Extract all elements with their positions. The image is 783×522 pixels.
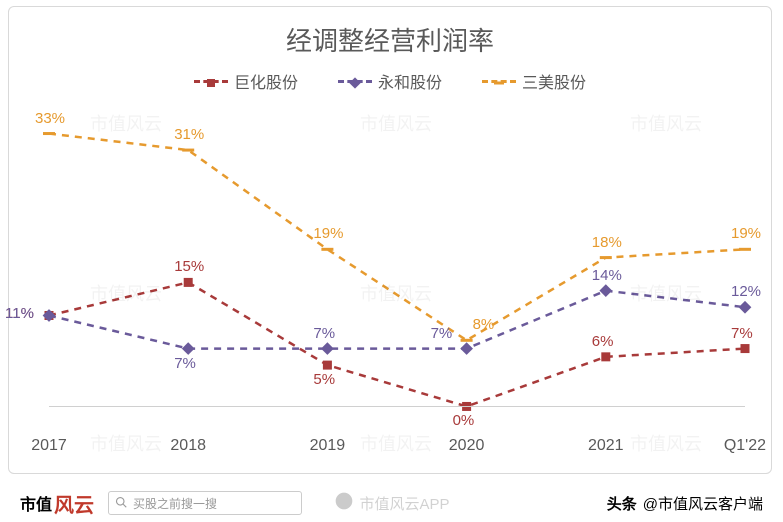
legend-item: 三美股份 (482, 69, 586, 93)
x-axis-label: 2018 (158, 437, 218, 455)
series-marker (739, 301, 752, 314)
data-label: 5% (313, 371, 335, 388)
x-axis-labels: 20172018201920202021Q1'22 (49, 437, 745, 455)
series-marker (323, 361, 332, 370)
chart-frame: 经调整经营利润率 巨化股份永和股份三美股份 11%15%5%0%6%7%11%7… (8, 6, 772, 474)
footer-center-text: 市值风云APP (359, 493, 449, 514)
search-icon (115, 496, 127, 511)
footer-center: 市值风云APP (333, 491, 449, 515)
series-marker (601, 352, 610, 361)
search-placeholder: 买股之前搜一搜 (133, 495, 217, 512)
chart-svg (49, 117, 745, 423)
series-marker (460, 342, 473, 355)
footer-handle: @市值风云客户端 (643, 493, 763, 514)
x-axis-label: 2020 (437, 437, 497, 455)
series-line (49, 282, 745, 406)
series-marker (321, 248, 333, 251)
data-label: 31% (174, 126, 204, 143)
series-marker (321, 342, 334, 355)
data-label: 7% (313, 325, 335, 342)
plot-area: 11%15%5%0%6%7%11%7%7%7%14%12%33%31%19%8%… (49, 117, 745, 423)
weibo-icon (333, 491, 353, 515)
series-line (49, 291, 745, 349)
legend-label: 巨化股份 (234, 69, 298, 93)
footer-logo-suffix-icon: 风云 (54, 489, 94, 518)
chart-title: 经调整经营利润率 (9, 21, 771, 58)
series-line (49, 134, 745, 341)
footer-logo-text: 市值 (20, 491, 52, 515)
footer-bar: 市值 风云 买股之前搜一搜 市值风云APP 头条 @市值风云客户端 (0, 484, 783, 522)
footer-logo: 市值 风云 (20, 489, 94, 518)
x-axis-label: 2019 (297, 437, 357, 455)
data-label: 7% (731, 325, 753, 342)
data-label: 19% (731, 225, 761, 242)
legend-label: 三美股份 (522, 69, 586, 93)
y-baseline (49, 406, 745, 407)
data-label: 7% (174, 355, 196, 372)
data-label: 8% (473, 316, 495, 333)
data-label: 7% (431, 325, 453, 342)
series-marker (600, 256, 612, 259)
series-marker (461, 339, 473, 342)
data-label: 12% (731, 283, 761, 300)
legend-swatch (482, 80, 516, 83)
series-marker (599, 284, 612, 297)
legend-item: 永和股份 (338, 69, 442, 93)
data-label: 0% (453, 412, 475, 429)
data-label: 19% (313, 225, 343, 242)
x-axis-label: 2017 (19, 437, 79, 455)
data-label: 11% (5, 305, 34, 322)
series-marker (739, 248, 751, 251)
data-label: 6% (592, 333, 614, 350)
data-label: 33% (35, 110, 65, 127)
legend-swatch (338, 80, 372, 83)
x-axis-label: Q1'22 (715, 437, 775, 455)
footer-search[interactable]: 买股之前搜一搜 (108, 491, 302, 515)
legend-item: 巨化股份 (194, 69, 298, 93)
data-label: 18% (592, 234, 622, 251)
series-marker (184, 278, 193, 287)
series-marker (741, 344, 750, 353)
legend-swatch (194, 80, 228, 83)
series-marker (43, 132, 55, 135)
data-label: 15% (174, 258, 204, 275)
legend-label: 永和股份 (378, 69, 442, 93)
data-label: 14% (592, 267, 622, 284)
x-axis-label: 2021 (576, 437, 636, 455)
legend: 巨化股份 永和股份 三美股份 (9, 69, 771, 93)
footer-right: 头条 @市值风云客户端 (607, 493, 763, 514)
headline-badge: 头条 (607, 493, 637, 514)
series-marker (182, 342, 195, 355)
series-marker (182, 149, 194, 152)
